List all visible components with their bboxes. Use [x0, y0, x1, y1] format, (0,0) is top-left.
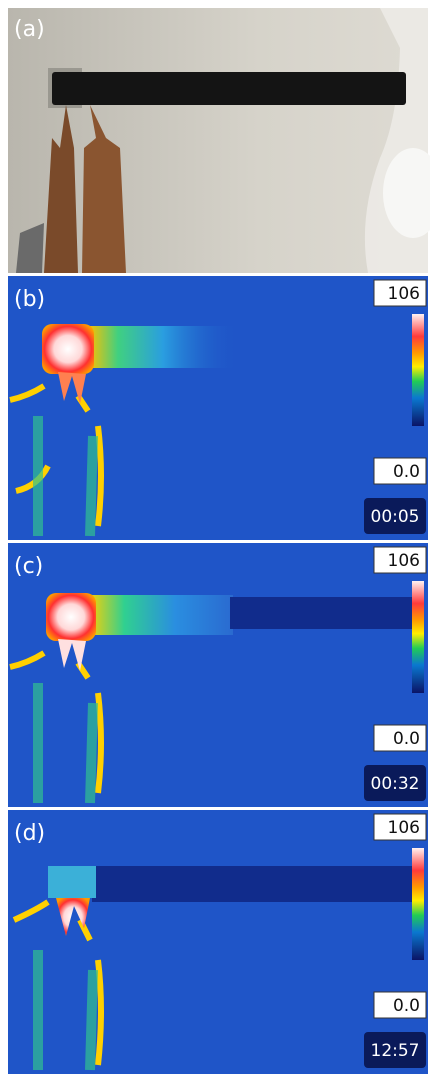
panel-d: 106 0.0 12:57 (d)	[8, 810, 428, 1074]
panel-a: (a)	[8, 8, 430, 273]
hot-spot	[46, 593, 96, 641]
sample-bar	[52, 72, 406, 105]
sample-bar	[88, 326, 238, 368]
color-bar	[412, 848, 424, 960]
scale-min: 0.0	[393, 729, 420, 749]
time: 00:32	[371, 774, 420, 794]
color-bar	[412, 314, 424, 426]
hot-spot	[42, 324, 94, 374]
sample-bar-cool	[230, 597, 413, 629]
scale-max: 106	[388, 284, 420, 304]
color-bar	[412, 581, 424, 693]
panel-label: (d)	[14, 821, 45, 846]
panel-label: (b)	[14, 287, 45, 312]
figure: (a) 106 0.0 00:05 (b) 106 0.0 00:32 (c)	[0, 0, 430, 1076]
time: 12:57	[371, 1041, 420, 1061]
scale-max: 106	[388, 551, 420, 571]
scale-min: 0.0	[393, 462, 420, 482]
sample-end	[48, 866, 96, 898]
scale-min: 0.0	[393, 996, 420, 1016]
panel-b: 106 0.0 00:05 (b)	[8, 276, 428, 540]
sample-bar-hot	[88, 595, 233, 635]
panel-label: (a)	[14, 17, 45, 42]
sample-bar-cool	[92, 866, 412, 902]
panel-label: (c)	[14, 554, 43, 579]
scale-max: 106	[388, 818, 420, 838]
panel-c: 106 0.0 00:32 (c)	[8, 543, 428, 807]
time: 00:05	[371, 507, 420, 527]
